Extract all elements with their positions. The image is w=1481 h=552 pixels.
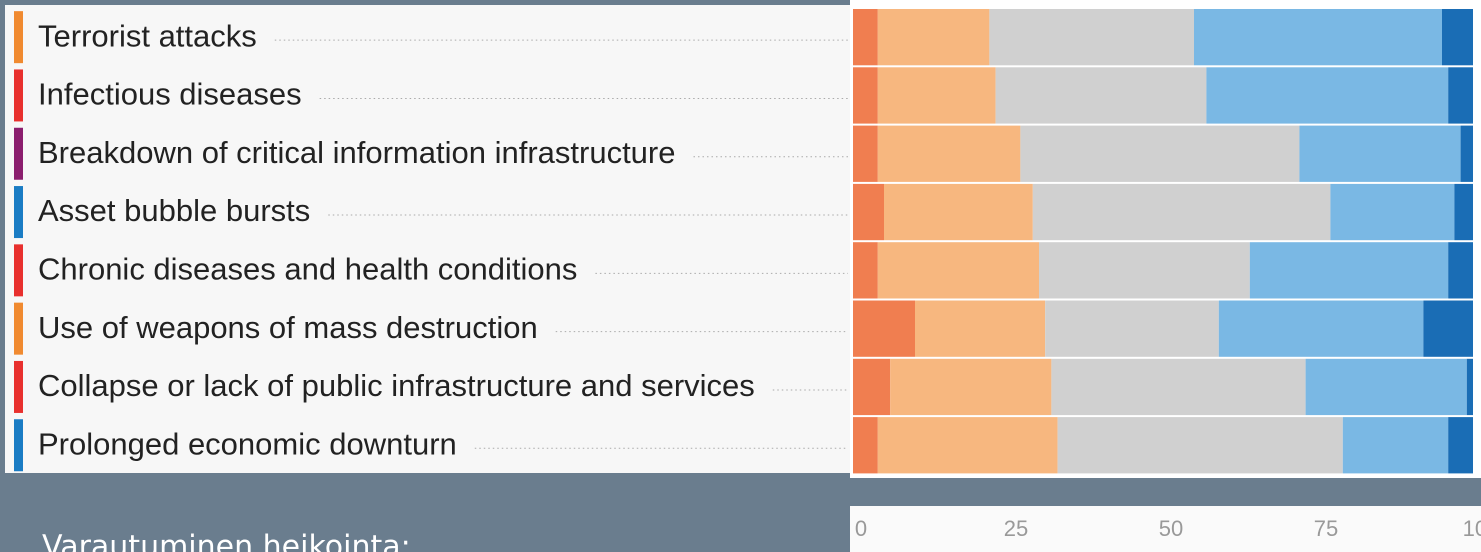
category-label: Terrorist attacks: [38, 18, 257, 53]
bar-segment: [1206, 67, 1449, 124]
bar-segment: [1442, 9, 1473, 66]
bar-segment: [877, 9, 990, 66]
bar-segment: [1448, 242, 1473, 299]
bar-segment: [1342, 417, 1449, 474]
category-marker: [14, 360, 23, 413]
bar-segment: [884, 183, 1033, 241]
x-tick-label: 100: [1463, 516, 1481, 541]
bar-segment: [1057, 417, 1343, 474]
category-label: Prolonged economic downturn: [38, 426, 457, 461]
bar-segment: [853, 183, 884, 241]
bar-segment: [1305, 358, 1467, 416]
category-marker: [14, 302, 23, 355]
category-label: Infectious diseases: [38, 77, 302, 112]
footer-text: Varautuminen heikointa:: [42, 530, 411, 552]
bar-segment: [1051, 358, 1306, 416]
category-label: Chronic diseases and health conditions: [38, 252, 577, 287]
bar-segment: [877, 67, 996, 124]
bar-segment: [1039, 242, 1250, 299]
bar-segment: [853, 242, 878, 299]
category-marker: [14, 419, 23, 472]
category-marker: [14, 244, 23, 297]
bar-segment: [1466, 358, 1473, 416]
bar-segment: [1194, 9, 1442, 66]
bar-segment: [1330, 183, 1455, 241]
axis-panel: [850, 506, 1481, 552]
bar-segment: [853, 300, 915, 357]
category-label: Asset bubble bursts: [38, 193, 310, 228]
bar-segment: [1249, 242, 1449, 299]
bar-segment: [853, 9, 878, 66]
bar-segment: [1218, 300, 1424, 357]
bar-segment: [1454, 183, 1473, 241]
category-label: Use of weapons of mass destruction: [38, 310, 538, 345]
bar-segment: [1460, 125, 1473, 182]
bar-segment: [853, 358, 891, 416]
bar-segment: [877, 417, 1058, 474]
x-tick-label: 75: [1314, 516, 1338, 541]
category-marker: [14, 69, 23, 122]
bar-segment: [877, 242, 1039, 299]
bar-segment: [853, 125, 878, 182]
x-tick-label: 0: [855, 516, 867, 541]
x-tick-label: 25: [1004, 516, 1028, 541]
bar-segment: [1423, 300, 1473, 357]
bar-segment: [1020, 125, 1300, 182]
category-label: Breakdown of critical information infras…: [38, 135, 675, 170]
category-marker: [14, 186, 23, 239]
bar-segment: [853, 67, 878, 124]
bar-segment: [1448, 67, 1473, 124]
category-label: Collapse or lack of public infrastructur…: [38, 368, 755, 403]
bar-segment: [877, 125, 1021, 182]
bar-segment: [853, 417, 878, 474]
category-marker: [14, 11, 23, 64]
x-tick-label: 50: [1159, 516, 1183, 541]
bar-segment: [1299, 125, 1461, 182]
bar-segment: [1448, 417, 1473, 474]
bar-segment: [989, 9, 1194, 66]
bar-segment: [890, 358, 1052, 416]
category-marker: [14, 127, 23, 180]
bar-segment: [1032, 183, 1331, 241]
label-panel: [5, 5, 850, 473]
bar-segment: [1045, 300, 1219, 357]
bar-segment: [995, 67, 1207, 124]
bar-segment: [915, 300, 1046, 357]
